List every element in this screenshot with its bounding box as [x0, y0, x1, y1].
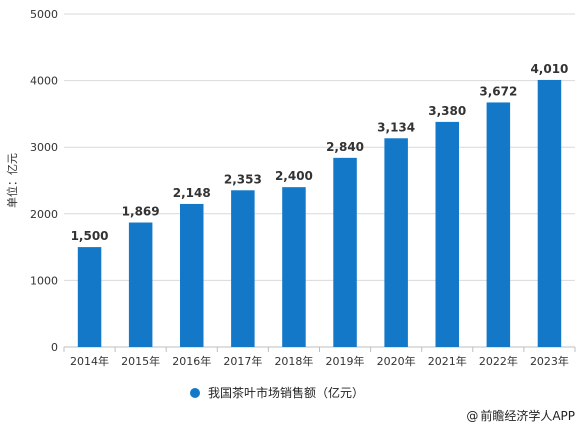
y-tick-label: 5000	[30, 8, 58, 21]
x-tick-label: 2023年	[530, 354, 569, 368]
credit-text: 前瞻经济学人APP	[480, 409, 575, 423]
x-tick-label: 2019年	[326, 354, 365, 368]
bar	[77, 247, 102, 347]
x-tick-label: 2020年	[377, 354, 416, 368]
credit-symbol: @	[466, 409, 479, 423]
data-label: 3,380	[428, 104, 466, 118]
data-label: 2,353	[224, 172, 262, 186]
legend-label: 我国茶叶市场销售额（亿元）	[208, 386, 365, 400]
legend-marker	[190, 387, 200, 398]
y-tick-label: 2000	[30, 208, 58, 221]
x-tick-label: 2014年	[70, 354, 109, 368]
data-label: 4,010	[530, 62, 568, 76]
x-tick-label: 2018年	[274, 354, 313, 368]
bar	[333, 157, 357, 347]
bar	[128, 222, 153, 347]
x-tick-label: 2022年	[479, 354, 518, 368]
bar	[384, 138, 408, 347]
source-credit: @ 前瞻经济学人APP	[464, 407, 575, 424]
bar	[486, 102, 511, 348]
y-tick-label: 4000	[30, 75, 58, 88]
data-label: 2,400	[275, 169, 313, 183]
bar	[179, 203, 204, 347]
data-label: 1,869	[122, 205, 160, 219]
x-tick-label: 2017年	[223, 354, 262, 368]
data-label: 3,672	[479, 84, 517, 98]
y-tick-label: 3000	[30, 141, 58, 154]
bar	[231, 190, 255, 347]
data-label: 2,148	[173, 186, 211, 200]
x-tick-label: 2016年	[172, 354, 211, 368]
y-axis-title: 单位：亿元	[5, 153, 19, 208]
x-tick-label: 2021年	[428, 354, 467, 368]
data-label: 2,840	[326, 140, 364, 154]
y-tick-label: 1000	[30, 274, 58, 287]
bar	[282, 187, 306, 347]
bar	[435, 121, 460, 347]
bar	[537, 79, 562, 348]
legend: 我国茶叶市场销售额（亿元）	[190, 384, 364, 401]
data-label: 3,134	[377, 120, 415, 134]
data-label: 1,500	[71, 229, 109, 243]
x-tick-label: 2015年	[121, 354, 160, 368]
y-tick-label: 0	[51, 341, 58, 354]
